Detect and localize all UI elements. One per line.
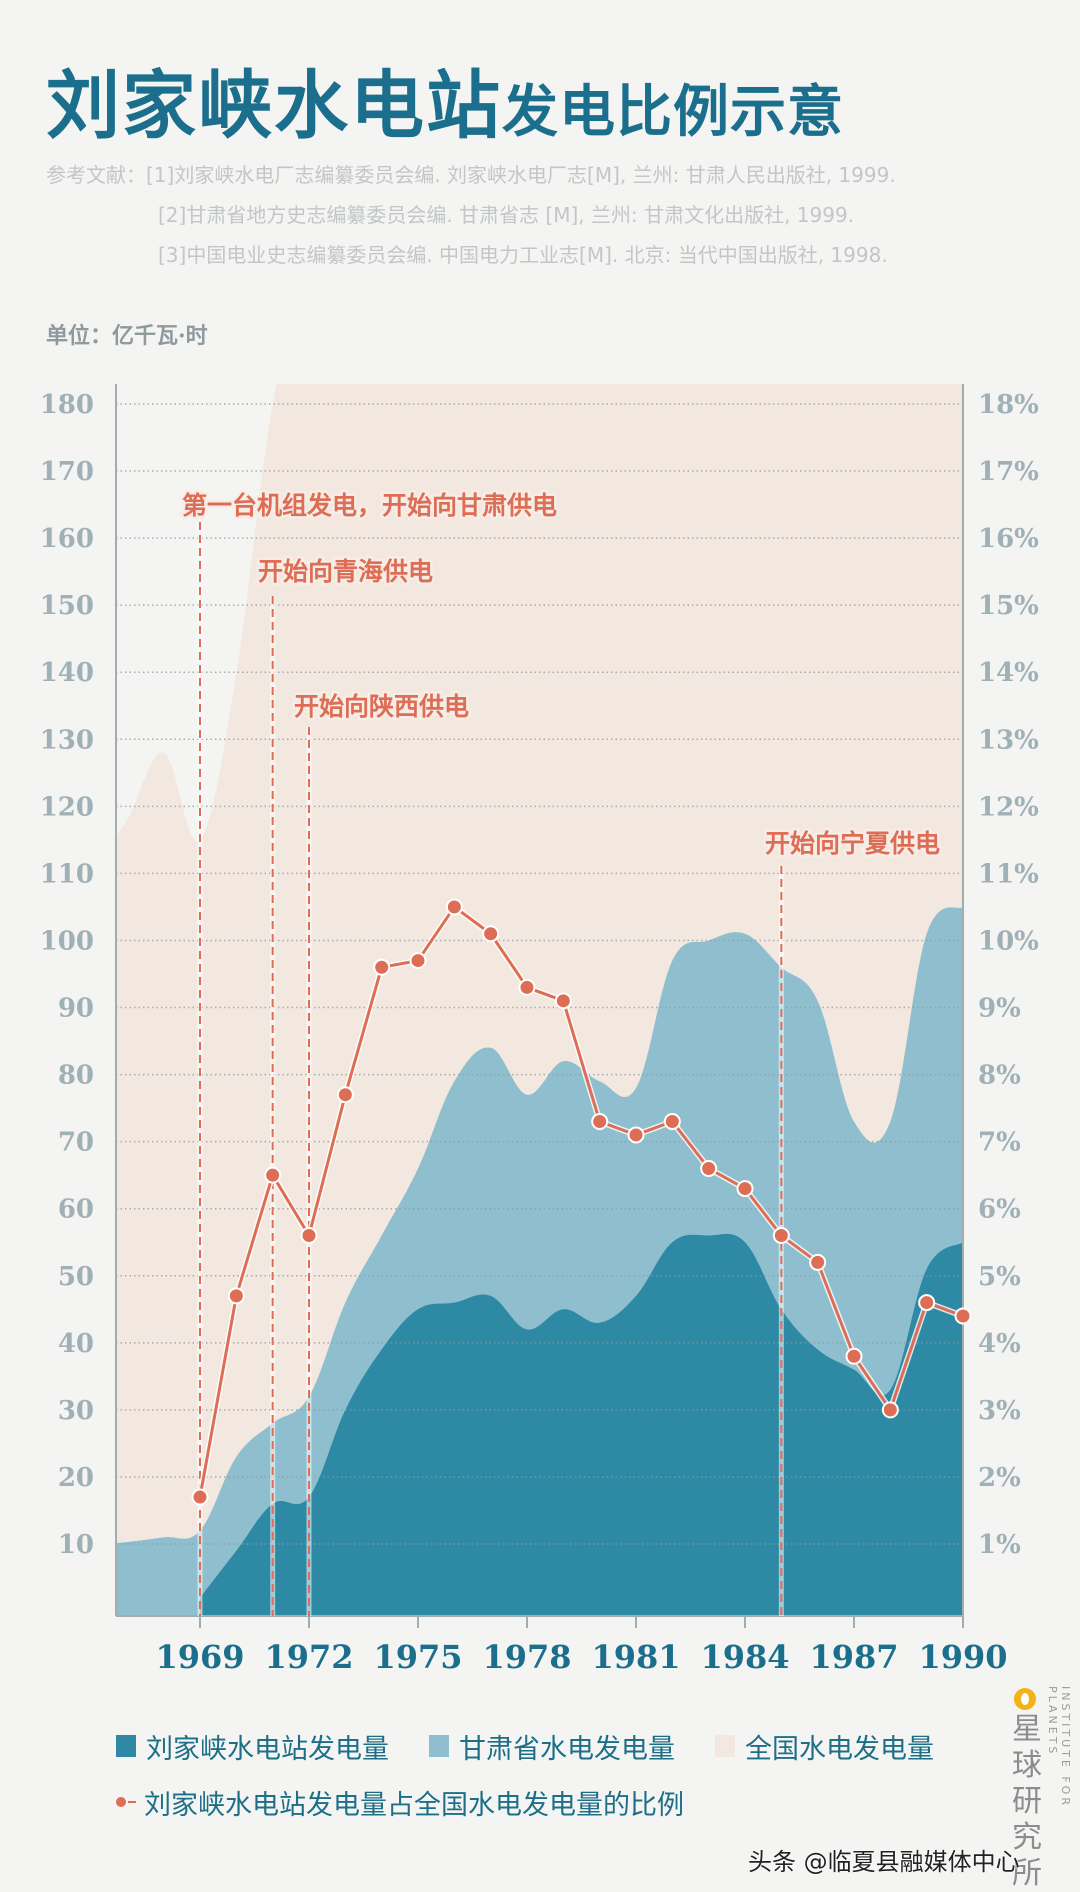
reference-3: [3]中国电业史志编纂委员会编. 中国电力工业志[M]. 北京: 当代中国出版社… <box>158 243 888 267</box>
legend-swatch-light-blue <box>429 1735 449 1757</box>
y2-tick-label: 17% <box>978 457 1039 487</box>
y-tick-label: 140 <box>40 658 94 688</box>
ratio-data-point <box>518 978 536 996</box>
title-main: 刘家峡水电站 <box>46 63 502 149</box>
area-line-chart: 10 20 30 40 50 60 70 80 90 100 110 120 130 140 150 160 1… <box>40 384 1039 1676</box>
y-tick-label: 10 <box>58 1530 94 1560</box>
y2-tick-label: 8% <box>978 1061 1021 1091</box>
y2-tick-label: 12% <box>978 792 1039 822</box>
y2-tick-label: 10% <box>978 926 1039 956</box>
ratio-data-point <box>300 1227 318 1245</box>
annotation-label: 开始向宁夏供电 <box>765 829 940 858</box>
title-sub: 发电比例示意 <box>502 79 844 145</box>
y-tick-label: 30 <box>58 1396 94 1426</box>
ratio-data-point <box>954 1307 972 1325</box>
y2-tick-label: 6% <box>978 1195 1021 1225</box>
legend-swatch-beige <box>715 1735 735 1757</box>
x-tick-label: 1975 <box>373 1638 462 1676</box>
ratio-data-point <box>591 1113 609 1131</box>
references-label: 参考文献： <box>46 163 146 187</box>
y2-tick-label: 7% <box>978 1128 1021 1158</box>
legend-label: 刘家峡水电站发电量 <box>146 1733 389 1765</box>
line-marker-icon <box>116 1797 136 1807</box>
y2-tick-label: 1% <box>978 1530 1021 1560</box>
x-tick-label: 1984 <box>700 1638 789 1676</box>
ratio-data-point <box>809 1253 827 1271</box>
brand-logo: 星球研究所 INSTITUTE FOR PLANETS <box>1010 1686 1080 1891</box>
legend-label: 刘家峡水电站发电量占全国水电发电量的比例 <box>144 1789 684 1821</box>
ratio-data-point <box>191 1488 209 1506</box>
brand-english: INSTITUTE FOR PLANETS <box>1046 1686 1072 1808</box>
y2-tick-label: 13% <box>978 725 1039 755</box>
watermark: 头条 @临夏县融媒体中心 <box>748 1848 1020 1876</box>
annotation-label: 第一台机组发电，开始向甘肃供电 <box>182 491 557 520</box>
ratio-data-point <box>736 1180 754 1198</box>
x-tick-label: 1972 <box>264 1638 353 1676</box>
legend-swatch-dark-teal <box>116 1735 136 1757</box>
y-tick-label: 170 <box>40 457 94 487</box>
y2-tick-label: 3% <box>978 1396 1021 1426</box>
y-tick-label: 160 <box>40 524 94 554</box>
x-tick-label: 1990 <box>918 1638 1007 1676</box>
y-tick-label: 180 <box>40 390 94 420</box>
ratio-data-point <box>918 1294 936 1312</box>
y2-tick-label: 18% <box>978 390 1039 420</box>
unit-label: 单位：亿千瓦·时 <box>46 323 208 349</box>
y2-tick-label: 5% <box>978 1262 1021 1292</box>
y-tick-label: 150 <box>40 591 94 621</box>
ratio-data-point <box>772 1227 790 1245</box>
ratio-data-point <box>554 992 572 1010</box>
y2-tick-label: 11% <box>978 859 1039 889</box>
ratio-data-point <box>336 1086 354 1104</box>
annotation-label: 开始向陕西供电 <box>294 692 469 721</box>
y-tick-label: 110 <box>40 859 94 889</box>
y-tick-label: 50 <box>58 1262 94 1292</box>
ratio-data-point <box>845 1347 863 1365</box>
ratio-data-point <box>409 952 427 970</box>
y-tick-label: 120 <box>40 792 94 822</box>
reference-text: [1]刘家峡水电厂志编纂委员会编. 刘家峡水电厂志[M], 兰州: 甘肃人民出版… <box>146 163 896 187</box>
ratio-data-point <box>227 1287 245 1305</box>
planet-logo-icon <box>1014 1688 1036 1710</box>
legend-item-ratio: 刘家峡水电站发电量占全国水电发电量的比例 <box>116 1783 684 1822</box>
y2-tick-label: 14% <box>978 658 1039 688</box>
y2-tick-label: 15% <box>978 591 1039 621</box>
x-tick-label: 1987 <box>809 1638 898 1676</box>
x-tick-label: 1969 <box>155 1638 244 1676</box>
y-tick-label: 60 <box>58 1195 94 1225</box>
y-tick-label: 70 <box>58 1128 94 1158</box>
y-tick-label: 130 <box>40 725 94 755</box>
y-tick-label: 40 <box>58 1329 94 1359</box>
chart-title: 刘家峡水电站发电比例示意 <box>46 46 844 153</box>
x-tick-label: 1981 <box>591 1638 680 1676</box>
y2-tick-label: 2% <box>978 1463 1021 1493</box>
legend-item-liujiaxia: 刘家峡水电站发电量 <box>116 1727 389 1766</box>
reference-2: [2]甘肃省地方史志编纂委员会编. 甘肃省志 [M], 兰州: 甘肃文化出版社,… <box>158 203 855 227</box>
ratio-data-point <box>373 958 391 976</box>
legend: 刘家峡水电站发电量 甘肃省水电发电量 全国水电发电量 刘家峡水电站发电量占全国水… <box>116 1718 974 1830</box>
ratio-data-point <box>663 1113 681 1131</box>
legend-item-gansu: 甘肃省水电发电量 <box>429 1727 675 1766</box>
y-tick-label: 100 <box>40 926 94 956</box>
ratio-data-point <box>445 898 463 916</box>
x-tick-label: 1978 <box>482 1638 571 1676</box>
ratio-data-point <box>264 1166 282 1184</box>
y-tick-label: 90 <box>58 994 94 1024</box>
ratio-data-point <box>627 1126 645 1144</box>
ratio-data-point <box>700 1159 718 1177</box>
annotation-label: 开始向青海供电 <box>258 557 433 586</box>
y2-tick-label: 4% <box>978 1329 1021 1359</box>
legend-label: 全国水电发电量 <box>745 1733 934 1765</box>
y2-tick-label: 9% <box>978 994 1021 1024</box>
reference-1: 参考文献：[1]刘家峡水电厂志编纂委员会编. 刘家峡水电厂志[M], 兰州: 甘… <box>46 155 896 195</box>
y-tick-label: 80 <box>58 1061 94 1091</box>
y2-tick-label: 16% <box>978 524 1039 554</box>
ratio-data-point <box>881 1401 899 1419</box>
references: 参考文献：[1]刘家峡水电厂志编纂委员会编. 刘家峡水电厂志[M], 兰州: 甘… <box>46 155 896 275</box>
ratio-data-point <box>482 925 500 943</box>
legend-item-national: 全国水电发电量 <box>715 1727 934 1766</box>
y-tick-label: 20 <box>58 1463 94 1493</box>
legend-label: 甘肃省水电发电量 <box>459 1733 675 1765</box>
